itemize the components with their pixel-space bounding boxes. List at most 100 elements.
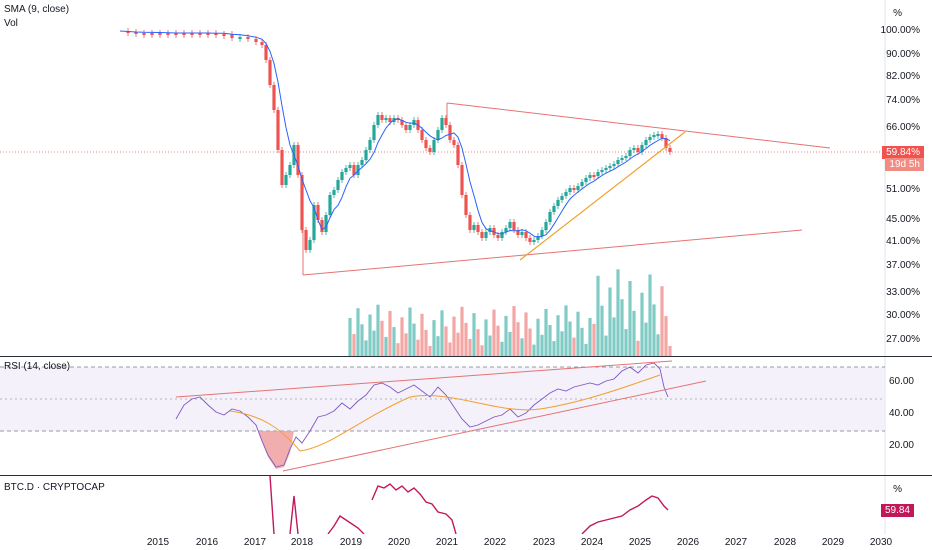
volume-bar bbox=[444, 326, 448, 356]
candle-body bbox=[206, 33, 210, 35]
main-chart-pane[interactable]: SMA (9, close) Vol % 100.00% 90.00% 82.00%… bbox=[0, 0, 932, 356]
rsi-ma-line bbox=[229, 374, 661, 452]
candle-body bbox=[348, 165, 352, 168]
volume-bar bbox=[544, 308, 548, 356]
candle-body bbox=[560, 196, 564, 200]
volume-bar bbox=[524, 312, 528, 356]
volume-bar bbox=[428, 346, 432, 356]
volume-bar bbox=[384, 336, 388, 356]
rsi-indicator-label[interactable]: RSI (14, close) bbox=[4, 361, 71, 372]
volume-bar bbox=[532, 344, 536, 356]
candle-body bbox=[456, 145, 460, 165]
volume-bar bbox=[416, 339, 420, 356]
volume-bar bbox=[380, 320, 384, 356]
candle-body bbox=[388, 118, 392, 122]
rsi-lower-trendline bbox=[282, 380, 707, 472]
candle-body bbox=[280, 150, 284, 185]
dominance-line bbox=[269, 476, 275, 534]
time-axis-tick: 2024 bbox=[580, 537, 604, 548]
candle-body bbox=[360, 160, 364, 165]
time-axis-tick: 2028 bbox=[773, 537, 797, 548]
candle-body bbox=[408, 125, 412, 130]
main-chart-canvas[interactable] bbox=[0, 0, 932, 356]
volume-bar bbox=[648, 274, 652, 356]
volume-bar bbox=[596, 275, 600, 356]
candle-body bbox=[636, 148, 640, 152]
volume-bar bbox=[488, 335, 492, 356]
candle-body bbox=[472, 225, 476, 230]
candle-body bbox=[150, 33, 154, 35]
volume-bar bbox=[508, 332, 512, 356]
candle-body bbox=[424, 140, 428, 148]
volume-bar bbox=[400, 317, 404, 356]
candle-body bbox=[198, 33, 202, 35]
time-axis-tick: 2015 bbox=[146, 537, 170, 548]
candle-body bbox=[552, 206, 556, 212]
candle-body bbox=[488, 228, 492, 232]
volume-bar bbox=[592, 323, 596, 356]
candle-body bbox=[616, 160, 620, 164]
dominance-pane[interactable]: BTC.D · CRYPTOCAP % 59.84 bbox=[0, 476, 932, 534]
volume-bar bbox=[364, 340, 368, 356]
dominance-line bbox=[581, 495, 669, 534]
candle-body bbox=[648, 137, 652, 140]
sma-indicator-label[interactable]: SMA (9, close) bbox=[4, 4, 70, 15]
candle-body bbox=[556, 200, 560, 206]
volume-bar bbox=[424, 329, 428, 356]
candle-body bbox=[190, 33, 194, 35]
candle-body bbox=[158, 33, 162, 35]
volume-bar bbox=[612, 317, 616, 356]
candle-body bbox=[238, 37, 242, 39]
volume-bar bbox=[368, 314, 372, 356]
candle-body bbox=[448, 125, 452, 140]
candle-body bbox=[400, 120, 404, 125]
candle-body bbox=[652, 135, 656, 137]
price-axis-tick: 90.00% bbox=[886, 49, 920, 60]
candle-body bbox=[484, 232, 488, 238]
rsi-upper-trendline bbox=[175, 360, 673, 398]
current-price-badge: 59.84% bbox=[882, 146, 924, 159]
candle-body bbox=[608, 166, 612, 168]
candle-body bbox=[520, 232, 524, 235]
volume-bar bbox=[600, 305, 604, 356]
candle-body bbox=[640, 145, 644, 152]
volume-bar bbox=[456, 332, 460, 356]
candle-body bbox=[376, 115, 380, 125]
candle-body bbox=[664, 138, 668, 148]
candle-body bbox=[134, 32, 138, 34]
time-axis-tick: 2027 bbox=[724, 537, 748, 548]
dominance-axis-unit: % bbox=[893, 484, 902, 495]
rsi-chart-canvas[interactable] bbox=[0, 357, 932, 475]
volume-bar bbox=[516, 322, 520, 356]
volume-bar bbox=[624, 329, 628, 356]
dominance-chart-canvas[interactable] bbox=[0, 476, 932, 534]
candle-body bbox=[284, 175, 288, 185]
rsi-pane[interactable]: RSI (14, close) 60.00 40.00 20.00 bbox=[0, 357, 932, 475]
candle-body bbox=[576, 186, 580, 190]
bar-countdown-badge: 19d 5h bbox=[885, 158, 924, 171]
candle-body bbox=[452, 140, 456, 145]
volume-bar bbox=[632, 310, 636, 356]
candle-body bbox=[624, 156, 628, 158]
volume-bar bbox=[536, 318, 540, 356]
rsi-axis-tick: 60.00 bbox=[888, 376, 914, 387]
volume-bar bbox=[556, 315, 560, 356]
price-axis-tick: 74.00% bbox=[886, 95, 920, 106]
candle-body bbox=[316, 205, 320, 220]
dominance-symbol-label[interactable]: BTC.D · CRYPTOCAP bbox=[4, 482, 105, 493]
volume-bar bbox=[540, 334, 544, 356]
candle-body bbox=[536, 236, 540, 240]
pane-separator[interactable] bbox=[0, 356, 932, 357]
time-axis-tick: 2025 bbox=[628, 537, 652, 548]
candle-body bbox=[344, 168, 348, 172]
candle-body bbox=[612, 164, 616, 166]
volume-indicator-label[interactable]: Vol bbox=[4, 18, 18, 29]
volume-bar bbox=[392, 327, 396, 356]
candle-body bbox=[300, 175, 304, 230]
pane-separator[interactable] bbox=[0, 475, 932, 476]
volume-bar bbox=[580, 327, 584, 356]
candle-body bbox=[592, 175, 596, 177]
candle-body bbox=[516, 230, 520, 235]
volume-bar bbox=[552, 341, 556, 356]
candle-body bbox=[572, 188, 576, 190]
